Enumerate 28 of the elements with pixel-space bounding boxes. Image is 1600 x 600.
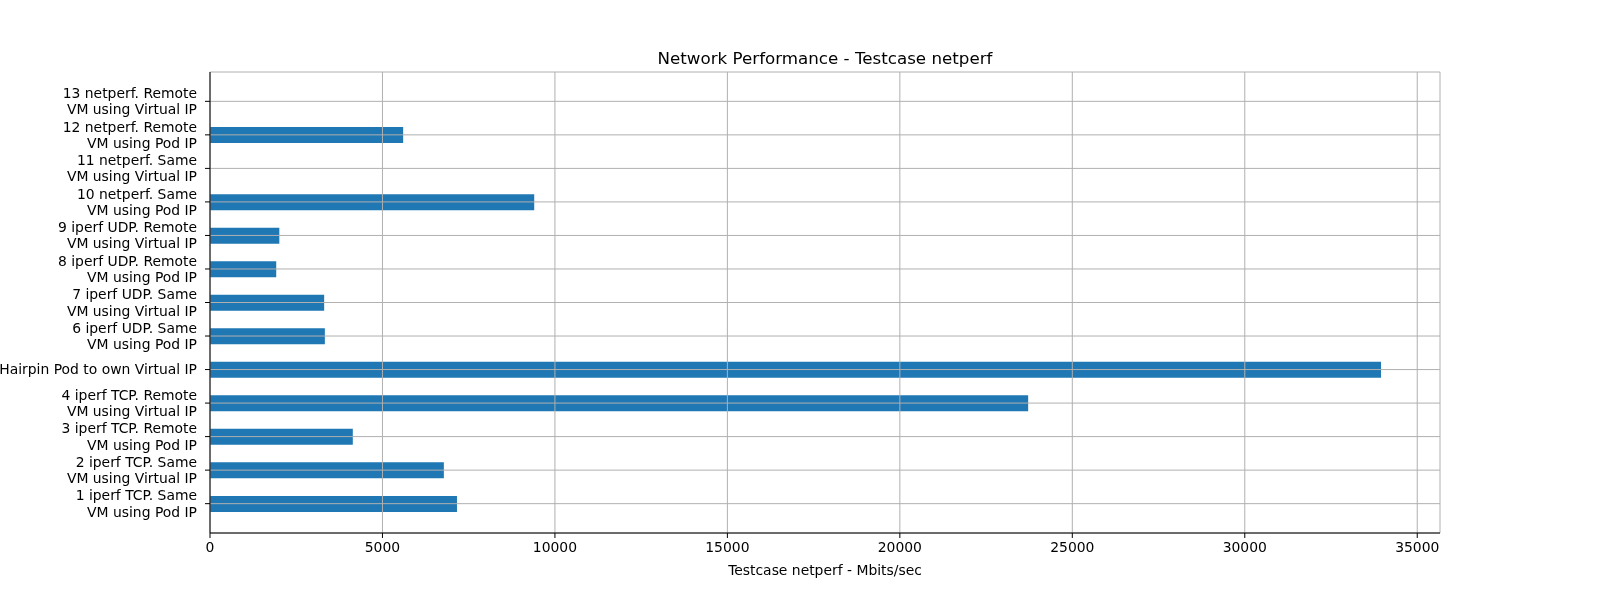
x-tick-label: 30000 [1222, 538, 1267, 555]
bar [210, 495, 457, 512]
y-tick-label: 12 netperf. Remote VM using Pod IP [62, 118, 197, 151]
x-tick-label: 5000 [364, 538, 401, 555]
y-tick-label: 6 iperf UDP. Same VM using Pod IP [72, 319, 197, 353]
y-tick-label: 7 iperf UDP. Same VM using Virtual IP [66, 286, 197, 319]
x-axis-title: Testcase netperf - Mbits/sec [727, 562, 922, 578]
y-tick-label: 2 iperf TCP. Same VM using Virtual IP [66, 453, 197, 487]
y-tick-label: 9 iperf UDP. Remote VM using Virtual IP [58, 219, 197, 252]
y-tick-label: 11 netperf. Same VM using Virtual IP [66, 152, 197, 185]
y-tick-label: 10 netperf. Same VM using Pod IP [76, 185, 197, 218]
y-tick-label: 13 netperf. Remote VM using Virtual IP [62, 85, 197, 118]
bar [210, 227, 280, 244]
bar [210, 428, 353, 445]
y-tick-label: 3 iperf TCP. Remote VM using Pod IP [61, 420, 197, 453]
y-tick-label: Hairpin Pod to own Virtual IP [0, 361, 197, 378]
bar [210, 361, 1382, 378]
x-tick-label: 20000 [877, 538, 922, 555]
y-tick-label: 8 iperf UDP. Remote VM using Pod IP [58, 252, 197, 286]
bar [210, 294, 325, 311]
x-tick-label: 35000 [1395, 538, 1440, 555]
x-tick-label: 10000 [532, 538, 578, 555]
x-tick-label: 15000 [705, 538, 750, 555]
y-tick-label: 1 iperf TCP. Same VM using Pod IP [75, 487, 197, 520]
chart-title: Network Performance - Testcase netperf [656, 48, 994, 68]
y-tick-label: 4 iperf TCP. Remote VM using Virtual IP [61, 386, 197, 420]
x-tick-label: 25000 [1050, 538, 1095, 555]
x-tick-label: 0 [205, 538, 215, 555]
